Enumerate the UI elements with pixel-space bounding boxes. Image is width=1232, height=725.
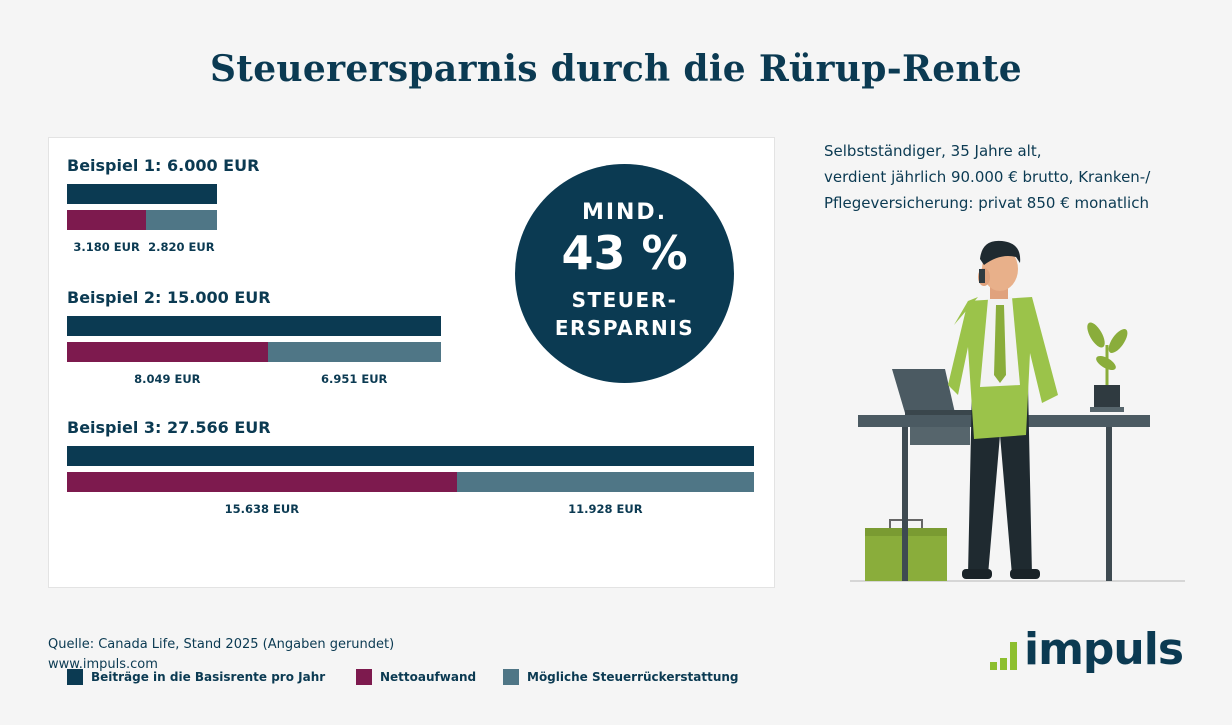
legend-item-nettoaufwand: Nettoaufwand — [356, 669, 476, 685]
source-url: www.impuls.com — [48, 657, 158, 672]
label-netto-3: 15.638 EUR — [224, 502, 300, 516]
laptop-icon — [892, 369, 955, 413]
scenario-description: Selbstständiger, 35 Jahre alt, verdient … — [824, 138, 1204, 216]
badge-text-2: ERSPARNIS — [554, 316, 695, 340]
bar-netto-2 — [67, 342, 268, 362]
example-title-1: Beispiel 1: 6.000 EUR — [67, 156, 260, 175]
page-title: Steuerersparnis durch die Rürup-Rente — [209, 48, 1023, 90]
bar-erstattung-3 — [456, 472, 754, 492]
description-line-1: Selbstständiger, 35 Jahre alt, — [824, 142, 1042, 160]
impuls-logo: impuls — [990, 620, 1184, 680]
bar-total-2 — [67, 316, 441, 336]
legend-label: Mögliche Steuerrückerstattung — [527, 670, 739, 684]
plant-icon — [1094, 385, 1120, 409]
example-title-2: Beispiel 2: 15.000 EUR — [67, 288, 271, 307]
badge-line-mind: MIND. — [581, 200, 668, 225]
label-erstattung-2: 6.951 EUR — [320, 372, 388, 386]
bar-netto-1 — [67, 210, 147, 230]
label-erstattung-3: 11.928 EUR — [568, 502, 643, 516]
badge-line-text: STEUER- ERSPARNIS — [515, 286, 734, 342]
description-line-2: verdient jährlich 90.000 € brutto, Krank… — [824, 168, 1151, 186]
legend-swatch — [503, 669, 519, 685]
savings-badge: MIND. 43 % STEUER- ERSPARNIS — [515, 164, 734, 383]
bar-erstattung-2 — [267, 342, 441, 362]
source-line: Quelle: Canada Life, Stand 2025 (Angaben… — [48, 637, 395, 652]
logo-bars-icon — [990, 642, 1020, 670]
legend-label: Beiträge in die Basisrente pro Jahr — [91, 670, 326, 684]
description-line-3: Pflegeversicherung: privat 850 € monatli… — [824, 194, 1149, 212]
badge-percent: 43 % — [561, 226, 688, 280]
legend-swatch — [356, 669, 372, 685]
source-note: Quelle: Canada Life, Stand 2025 (Angaben… — [48, 635, 394, 675]
bar-netto-3 — [67, 472, 457, 492]
bar-total-3 — [67, 446, 754, 466]
label-netto-1: 3.180 EUR — [73, 240, 140, 254]
legend-label: Nettoaufwand — [380, 670, 477, 684]
legend-item-steuerrueckerstattung: Mögliche Steuerrückerstattung — [503, 669, 739, 685]
label-erstattung-1: 2.820 EUR — [148, 240, 215, 254]
businessman-illustration — [850, 240, 1185, 582]
label-netto-2: 8.049 EUR — [134, 372, 201, 386]
legend-item-beitraege: Beiträge in die Basisrente pro Jahr — [67, 669, 325, 685]
legend-swatch — [67, 669, 83, 685]
phone-icon — [979, 269, 985, 283]
badge-text-1: STEUER- — [571, 288, 678, 312]
example-title-3: Beispiel 3: 27.566 EUR — [67, 418, 271, 437]
logo-wordmark: impuls — [1024, 624, 1184, 675]
bar-erstattung-1 — [146, 210, 217, 230]
bar-total-1 — [67, 184, 217, 204]
